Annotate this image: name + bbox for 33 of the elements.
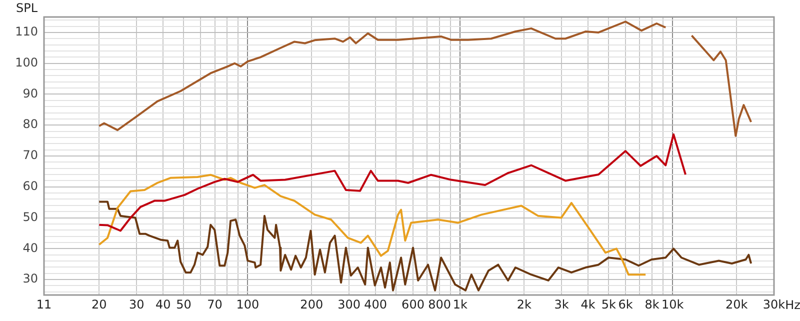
x-tick-label: 300 <box>338 297 361 312</box>
x-tick-label: 1k <box>452 297 468 312</box>
x-tick-label: 70 <box>207 297 222 312</box>
x-tick-label: 11 <box>36 297 52 312</box>
x-tick-label: 10k <box>662 297 684 312</box>
x-tick-label: 50 <box>176 297 192 312</box>
y-tick-label: 70 <box>22 148 38 162</box>
x-tick-label: 4k <box>580 297 596 312</box>
x-axis-title: Hz <box>785 298 800 312</box>
x-tick-label: 40 <box>155 297 171 312</box>
y-tick-label: 110 <box>15 24 38 39</box>
y-tick-label: 40 <box>22 240 38 255</box>
x-tick-label: 30 <box>128 297 144 312</box>
x-tick-label: 2k <box>516 297 532 312</box>
x-tick-label: 20k <box>725 297 748 312</box>
x-tick-label: 8k <box>644 297 660 312</box>
y-tick-label: 100 <box>15 55 38 70</box>
y-tick-label: 90 <box>22 86 38 100</box>
y-tick-label: 60 <box>22 179 38 194</box>
x-tick-label: 5k <box>601 297 616 312</box>
x-tick-label: 30k <box>762 297 786 312</box>
y-axis-title: SPL <box>16 1 38 15</box>
x-tick-label: 200 <box>300 297 324 312</box>
x-tick-label: 3k <box>554 297 569 312</box>
x-tick-label: 600 <box>402 297 424 312</box>
y-tick-label: 80 <box>22 117 38 132</box>
y-tick-label: 50 <box>22 210 38 224</box>
y-tick-label: 30 <box>22 272 38 286</box>
x-tick-label: 100 <box>236 297 260 312</box>
x-tick-label: 400 <box>364 297 388 312</box>
x-tick-label: 800 <box>428 297 452 312</box>
x-tick-label: 20 <box>92 297 107 312</box>
x-tick-label: 6k <box>618 297 633 312</box>
